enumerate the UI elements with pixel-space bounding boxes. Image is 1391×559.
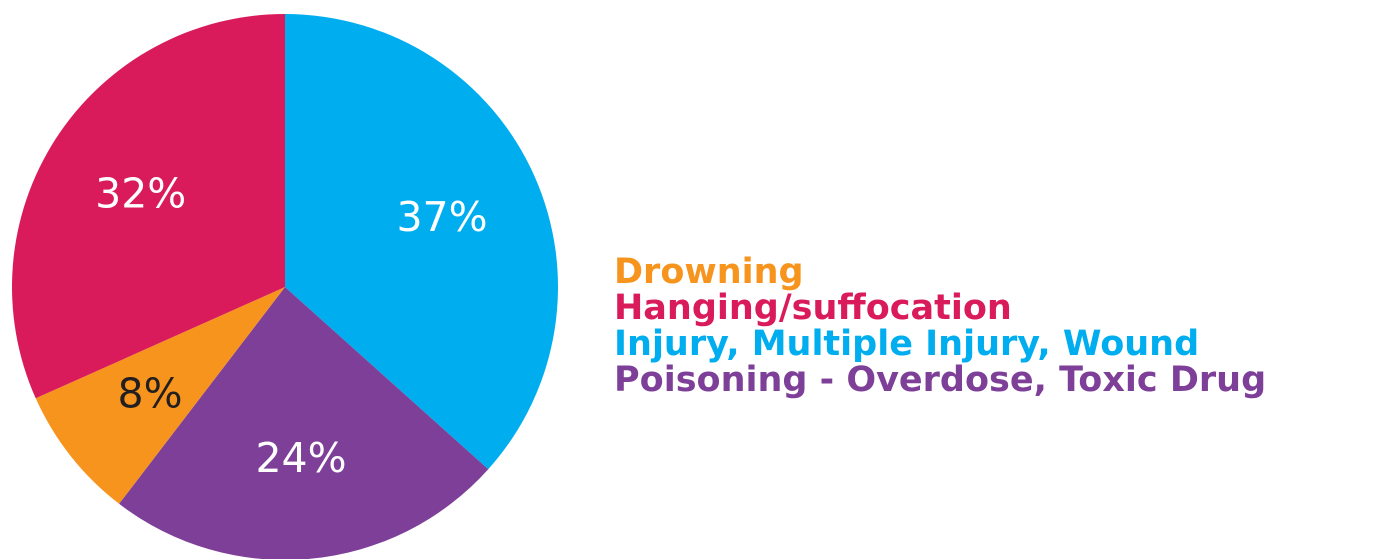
- pie-chart-svg: 37% 24% 8% 32%: [11, 14, 559, 559]
- legend-entry-poisoning: Poisoning - Overdose, Toxic Drug: [614, 360, 1267, 400]
- pie-slice-labels: 37% 24% 8% 32%: [95, 169, 487, 482]
- pie-slices: [11, 14, 559, 559]
- pie-slice-hanging-suffocation: [11, 14, 285, 399]
- slice-label-hanging-suffocation: 32%: [95, 169, 186, 217]
- legend-entry-hanging-suffocation: Hanging/suffocation: [614, 288, 1012, 328]
- pie-slice-drowning: [35, 287, 286, 504]
- slice-label-poisoning-overdose-toxic-drug: 24%: [255, 434, 346, 482]
- chart-legend: Drowning Hanging/suffocation Injury, Mul…: [614, 254, 1266, 398]
- slice-label-drowning: 8%: [118, 370, 183, 418]
- pie-slice-injury-multiple-injury-wound: [285, 14, 559, 470]
- legend-entry-injury: Injury, Multiple Injury, Wound: [614, 324, 1200, 364]
- slice-label-injury-multiple-injury-wound: 37%: [396, 193, 487, 241]
- pie-slice-poisoning-overdose-toxic-drug: [119, 287, 489, 559]
- legend-entry-drowning: Drowning: [614, 252, 804, 292]
